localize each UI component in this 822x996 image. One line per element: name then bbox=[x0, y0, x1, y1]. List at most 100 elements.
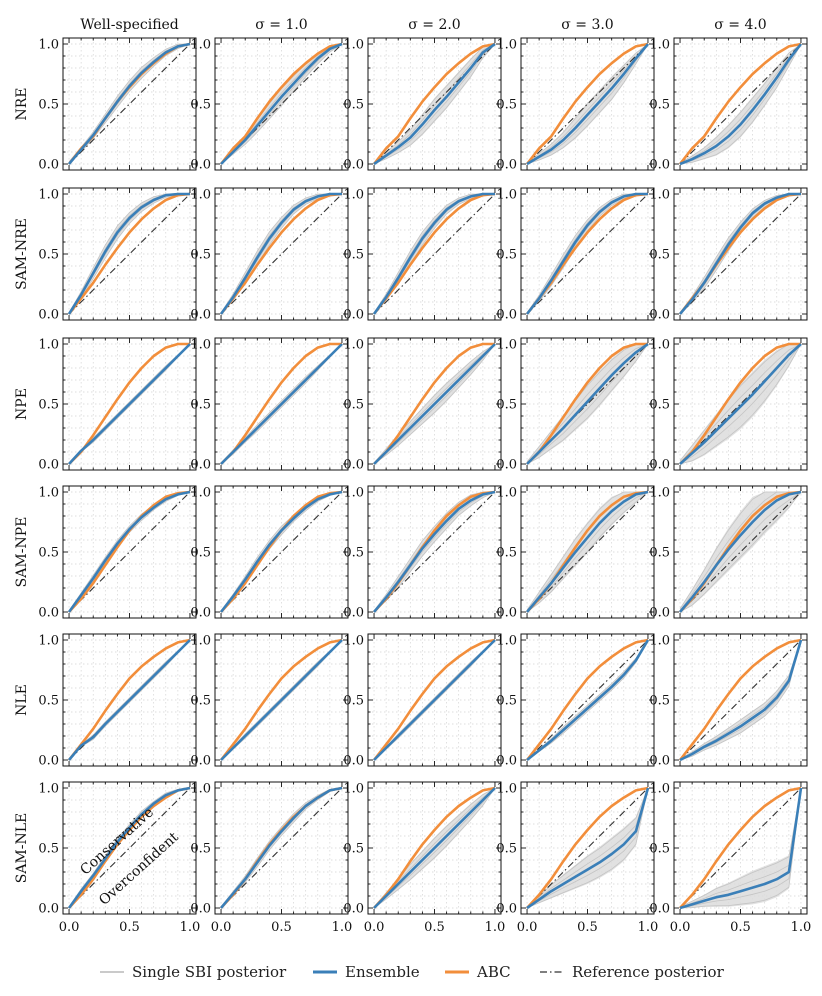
y-tick-label: 0.0 bbox=[649, 754, 670, 769]
panel-nre-1-0: 0.0 0.5 1.0 bbox=[190, 37, 349, 173]
x-tick-label: 0.0 bbox=[670, 920, 691, 935]
column-title-3: σ = 3.0 bbox=[561, 17, 613, 33]
ensemble-line bbox=[526, 342, 649, 465]
x-tick-label: 0.5 bbox=[271, 920, 292, 935]
single-posterior-line bbox=[679, 43, 802, 165]
y-tick-label: 0.0 bbox=[496, 458, 517, 473]
y-tick-label: 0.0 bbox=[190, 754, 211, 769]
ensemble-line bbox=[373, 490, 496, 613]
reference-line bbox=[526, 787, 649, 909]
x-tick-label: 0.5 bbox=[424, 920, 445, 935]
y-tick-label: 0.5 bbox=[343, 98, 364, 113]
ensemble-line bbox=[373, 42, 496, 166]
single-posterior-line bbox=[679, 787, 802, 908]
single-posterior-line bbox=[220, 787, 343, 909]
single-posterior-line bbox=[526, 787, 649, 908]
tick-marks bbox=[521, 38, 654, 170]
y-tick-label: 0.5 bbox=[343, 694, 364, 709]
y-tick-label: 0.0 bbox=[38, 902, 59, 917]
y-tick-label: 0.0 bbox=[190, 902, 211, 917]
single-posterior-line bbox=[526, 43, 649, 165]
x-tick-label: 0.0 bbox=[517, 920, 538, 935]
y-tick-label: 1.0 bbox=[190, 338, 211, 353]
reference-line bbox=[526, 193, 649, 315]
panel-npe-well-specified: 0.0 0.5 1.0 bbox=[38, 337, 197, 473]
single-posterior-line bbox=[526, 491, 649, 613]
tick-marks bbox=[215, 486, 348, 618]
y-tick-label: 0.5 bbox=[190, 842, 211, 857]
ensemble-line bbox=[679, 192, 801, 315]
single-posterior-line bbox=[679, 787, 802, 909]
tick-marks bbox=[674, 486, 807, 618]
abc-line bbox=[67, 192, 191, 315]
tick-marks bbox=[215, 338, 348, 470]
y-tick-label: 1.0 bbox=[38, 188, 59, 203]
single-posterior-line bbox=[373, 491, 495, 612]
y-tick-label: 0.0 bbox=[190, 158, 211, 173]
tick-marks bbox=[215, 188, 348, 320]
panel-npe-4-0: 0.0 0.5 1.0 bbox=[649, 337, 808, 473]
ensemble-line bbox=[526, 43, 649, 166]
reference-line bbox=[68, 787, 191, 909]
single-posterior-line bbox=[373, 43, 496, 165]
ensemble-line bbox=[67, 192, 190, 315]
x-tick-label: 0.0 bbox=[59, 920, 80, 935]
abc-line bbox=[373, 342, 495, 465]
y-tick-label: 1.0 bbox=[649, 634, 670, 649]
y-tick-label: 0.5 bbox=[496, 98, 517, 113]
single-posterior-line bbox=[526, 787, 649, 909]
y-tick-label: 0.5 bbox=[343, 546, 364, 561]
abc-line bbox=[219, 42, 343, 165]
single-posterior-line bbox=[373, 639, 496, 760]
panel-nle-1-0: 0.0 0.5 1.0 bbox=[190, 633, 349, 769]
y-tick-label: 1.0 bbox=[496, 782, 517, 797]
single-posterior-line bbox=[526, 343, 649, 465]
panel-nle-well-specified: 0.0 0.5 1.0 bbox=[38, 633, 197, 769]
ensemble-line bbox=[525, 192, 648, 315]
single-posterior-line bbox=[526, 639, 649, 761]
y-tick-label: 1.0 bbox=[649, 188, 670, 203]
y-tick-label: 0.0 bbox=[649, 458, 670, 473]
ensemble-line bbox=[220, 786, 343, 909]
tick-marks bbox=[674, 38, 807, 170]
reference-line bbox=[679, 639, 802, 761]
panel-nle-4-0: 0.0 0.5 1.0 bbox=[649, 633, 808, 769]
single-posterior-line bbox=[679, 43, 802, 164]
reference-line bbox=[679, 787, 802, 909]
y-tick-label: 1.0 bbox=[190, 38, 211, 53]
y-tick-label: 0.0 bbox=[343, 754, 364, 769]
y-tick-label: 1.0 bbox=[343, 338, 364, 353]
y-tick-label: 0.0 bbox=[649, 158, 670, 173]
tick-marks bbox=[368, 188, 501, 320]
abc-line bbox=[220, 342, 342, 465]
single-posterior-line bbox=[68, 43, 191, 163]
y-tick-label: 0.5 bbox=[649, 842, 670, 857]
abc-line bbox=[526, 786, 649, 909]
y-tick-label: 0.0 bbox=[38, 158, 59, 173]
legend-item-abc: ABC bbox=[445, 963, 511, 981]
abc-line bbox=[678, 638, 802, 761]
single-posterior-line bbox=[526, 491, 648, 611]
ensemble-line bbox=[68, 343, 191, 465]
y-tick-label: 0.0 bbox=[496, 754, 517, 769]
ensemble-line bbox=[372, 192, 495, 315]
ensemble-line bbox=[68, 639, 191, 761]
y-tick-label: 0.5 bbox=[343, 842, 364, 857]
ensemble-line bbox=[219, 490, 343, 613]
reference-line bbox=[679, 491, 802, 613]
tick-marks bbox=[674, 634, 807, 766]
panel-nle-2-0: 0.0 0.5 1.0 bbox=[343, 633, 502, 769]
single-posterior-line bbox=[220, 43, 343, 165]
ensemble-line bbox=[373, 343, 496, 465]
y-tick-label: 0.5 bbox=[649, 248, 670, 263]
x-tick-label: 1.0 bbox=[332, 920, 353, 935]
reference-line bbox=[68, 491, 191, 613]
panel-grid: Well-specified σ = 1.0 σ = 2.0 σ = 3.0 σ = 4… bbox=[14, 17, 811, 935]
panel-nre-2-0: 0.0 0.5 1.0 bbox=[343, 37, 502, 173]
legend-label: ABC bbox=[476, 963, 511, 981]
reference-line bbox=[526, 43, 649, 165]
y-tick-label: 0.0 bbox=[38, 754, 59, 769]
abc-line bbox=[679, 786, 802, 909]
single-posterior-line bbox=[526, 43, 649, 165]
